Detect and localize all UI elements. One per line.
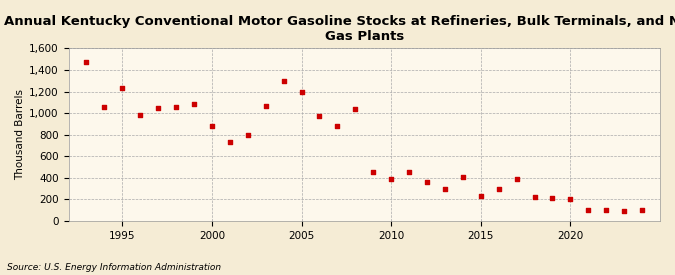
Point <box>314 114 325 119</box>
Point <box>224 140 235 144</box>
Point <box>547 196 558 200</box>
Point <box>117 86 128 90</box>
Point <box>458 175 468 180</box>
Title: Annual Kentucky Conventional Motor Gasoline Stocks at Refineries, Bulk Terminals: Annual Kentucky Conventional Motor Gasol… <box>4 15 675 43</box>
Point <box>207 124 217 128</box>
Point <box>422 180 433 184</box>
Point <box>135 113 146 117</box>
Point <box>242 133 253 137</box>
Point <box>601 208 612 212</box>
Point <box>296 89 307 94</box>
Point <box>385 177 396 181</box>
Point <box>404 170 414 175</box>
Point <box>619 209 630 213</box>
Point <box>332 124 343 128</box>
Point <box>583 208 594 212</box>
Point <box>261 103 271 108</box>
Point <box>529 195 540 199</box>
Y-axis label: Thousand Barrels: Thousand Barrels <box>15 89 25 180</box>
Point <box>565 197 576 202</box>
Point <box>350 107 360 111</box>
Point <box>153 106 163 110</box>
Point <box>439 186 450 191</box>
Point <box>171 104 182 109</box>
Point <box>278 79 289 83</box>
Point <box>81 60 92 65</box>
Point <box>637 208 647 212</box>
Point <box>99 104 110 109</box>
Point <box>493 186 504 191</box>
Point <box>475 194 486 198</box>
Text: Source: U.S. Energy Information Administration: Source: U.S. Energy Information Administ… <box>7 263 221 272</box>
Point <box>188 102 199 107</box>
Point <box>511 177 522 182</box>
Point <box>368 170 379 175</box>
